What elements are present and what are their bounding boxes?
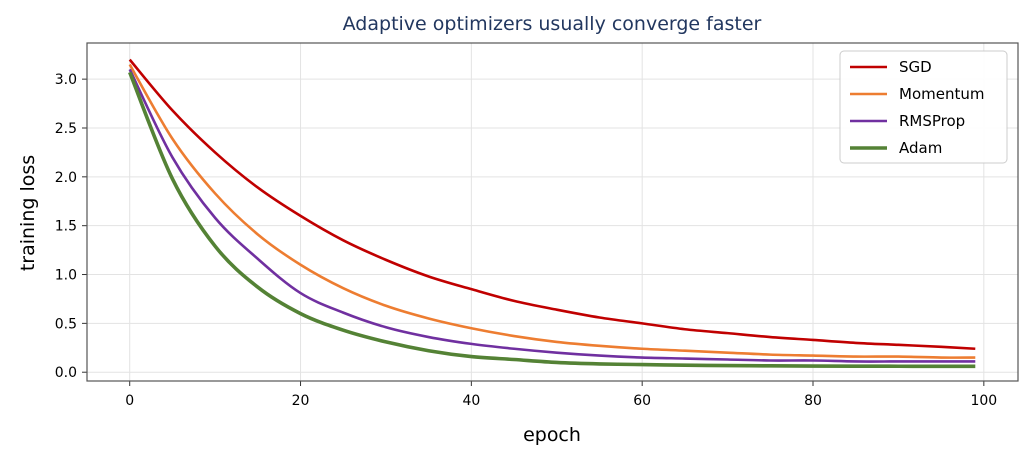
- x-tick-label: 80: [804, 393, 822, 409]
- chart-title: Adaptive optimizers usually converge fas…: [343, 13, 762, 35]
- series-lines: [128, 58, 976, 369]
- y-axis-label: training loss: [17, 155, 39, 271]
- series-line-adam: [128, 71, 976, 369]
- x-tick-label: 40: [462, 393, 480, 409]
- series-line-momentum: [128, 63, 976, 359]
- y-tick-label: 0.5: [55, 316, 77, 332]
- legend-label: Adam: [899, 139, 942, 157]
- x-tick-label: 20: [292, 393, 310, 409]
- series-line-rmsprop: [128, 68, 976, 363]
- legend: SGD Momentum RMSProp Adam: [839, 50, 1008, 164]
- x-axis-label: epoch: [523, 424, 581, 446]
- y-tick-label: 1.0: [55, 268, 77, 284]
- y-tick-label: 2.5: [55, 121, 77, 137]
- legend-label: SGD: [899, 58, 932, 76]
- y-tick-label: 3.0: [55, 72, 77, 88]
- x-tick-label: 60: [633, 393, 651, 409]
- legend-box: [839, 50, 1008, 164]
- y-tick-label: 2.0: [55, 170, 77, 186]
- y-tick-label: 0.0: [55, 365, 77, 381]
- x-tick-label: 100: [970, 393, 997, 409]
- legend-label: RMSProp: [899, 112, 965, 130]
- legend-label: Momentum: [899, 85, 984, 103]
- y-tick-label: 1.5: [55, 219, 77, 235]
- x-tick-label: 0: [125, 393, 134, 409]
- plot-frame: [86, 42, 1019, 382]
- series-line-sgd: [128, 58, 976, 351]
- axis-ticks: 0 20 40 60 80 100 0.0 0.5 1.0 1.5 2.0 2.5 3.0: [55, 72, 997, 409]
